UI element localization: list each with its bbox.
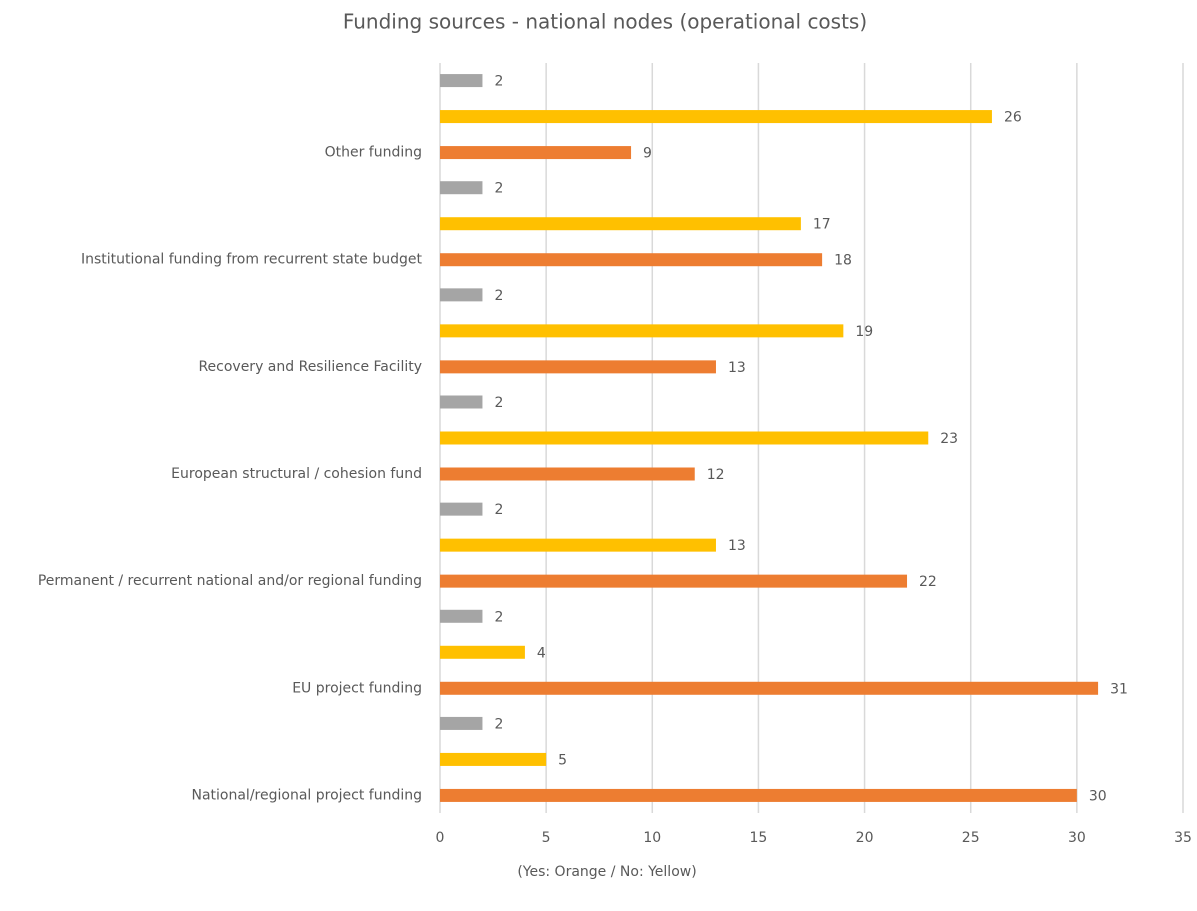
value-label: 2 [494, 74, 503, 90]
bar [440, 146, 632, 160]
x-tick-label: 30 [1068, 830, 1086, 846]
bar [440, 74, 483, 88]
value-label: 19 [855, 324, 873, 340]
x-tick-label: 35 [1174, 830, 1192, 846]
y-tick-label: Permanent / recurrent national and/or re… [38, 573, 422, 589]
x-tick-label: 5 [542, 830, 551, 846]
value-label: 2 [494, 609, 503, 625]
bar [440, 752, 547, 766]
value-label: 2 [494, 288, 503, 304]
value-label: 31 [1110, 681, 1128, 697]
x-tick-label: 0 [436, 830, 445, 846]
x-tick-label: 10 [643, 830, 661, 846]
bar [440, 788, 1077, 802]
bar [440, 181, 483, 195]
bar [440, 467, 695, 481]
bar [440, 253, 823, 267]
x-tick-label: 25 [962, 830, 980, 846]
y-tick-label: Other funding [325, 145, 422, 161]
bar [440, 360, 716, 374]
y-tick-label: European structural / cohesion fund [171, 466, 422, 482]
caption: (Yes: Orange / No: Yellow) [517, 864, 696, 880]
bar [440, 574, 908, 588]
chart-title: Funding sources - national nodes (operat… [343, 10, 867, 34]
bar [440, 645, 525, 659]
bar [440, 324, 844, 338]
value-label: 9 [643, 146, 652, 162]
value-label: 13 [728, 538, 746, 554]
value-label: 2 [494, 181, 503, 197]
value-label: 4 [537, 645, 546, 661]
bar [440, 431, 929, 445]
value-label: 2 [494, 502, 503, 518]
value-label: 23 [940, 431, 958, 447]
bar [440, 538, 716, 552]
value-label: 30 [1089, 788, 1107, 804]
value-label: 22 [919, 574, 937, 590]
bar [440, 609, 483, 623]
bar [440, 681, 1099, 695]
y-tick-label: Institutional funding from recurrent sta… [81, 252, 423, 268]
x-tick-label: 20 [856, 830, 874, 846]
bar [440, 288, 483, 302]
value-label: 2 [494, 395, 503, 411]
y-tick-label: EU project funding [292, 680, 422, 696]
value-label: 26 [1004, 110, 1022, 126]
value-label: 13 [728, 360, 746, 376]
bar [440, 395, 483, 409]
x-tick-label: 15 [750, 830, 768, 846]
y-tick-label: Recovery and Resilience Facility [198, 359, 422, 375]
y-tick-label: National/regional project funding [191, 787, 422, 803]
value-label: 12 [707, 467, 725, 483]
value-label: 2 [494, 716, 503, 732]
bar [440, 217, 801, 231]
bar [440, 502, 483, 516]
value-label: 18 [834, 253, 852, 269]
bar [440, 110, 992, 124]
value-label: 5 [558, 752, 567, 768]
bar [440, 716, 483, 730]
value-label: 17 [813, 217, 831, 233]
